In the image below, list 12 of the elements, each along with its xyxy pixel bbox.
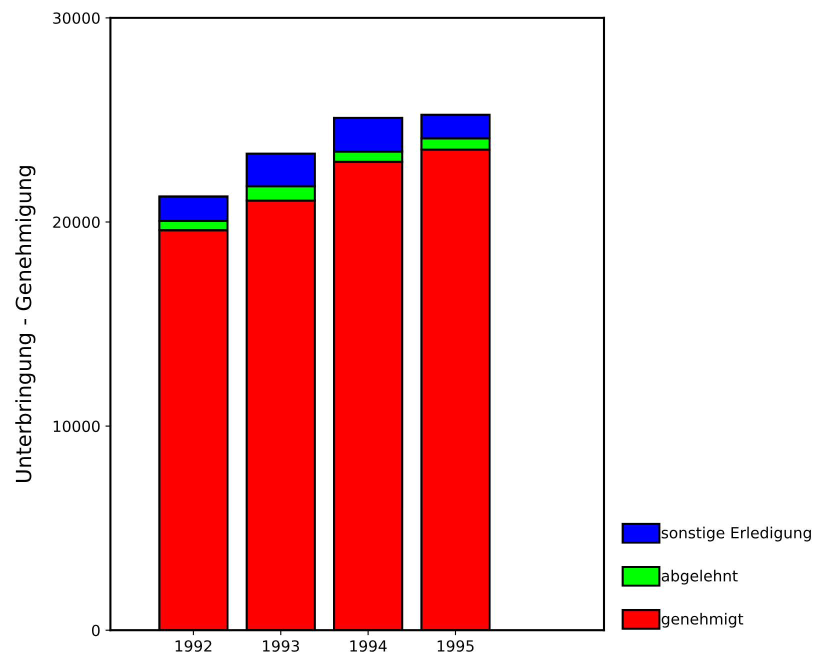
y-tick-label: 10000	[54, 420, 100, 432]
y-tick-label: 30000	[53, 12, 100, 24]
y-tick-label: 0	[92, 624, 100, 636]
legend-label: genehmigt	[662, 612, 744, 628]
y-axis-title: Unterbringung - Genehmigung	[15, 166, 36, 482]
x-tick-label: 1993	[263, 640, 299, 652]
x-tick-label: 1992	[176, 640, 212, 652]
y-tick-label: 20000	[53, 216, 100, 228]
x-tick-label: 1994	[350, 640, 387, 652]
legend-label: sonstige Erledigung	[662, 526, 811, 542]
legend-label: abgelehnt	[662, 570, 738, 585]
x-tick-label: 1995	[438, 640, 474, 652]
